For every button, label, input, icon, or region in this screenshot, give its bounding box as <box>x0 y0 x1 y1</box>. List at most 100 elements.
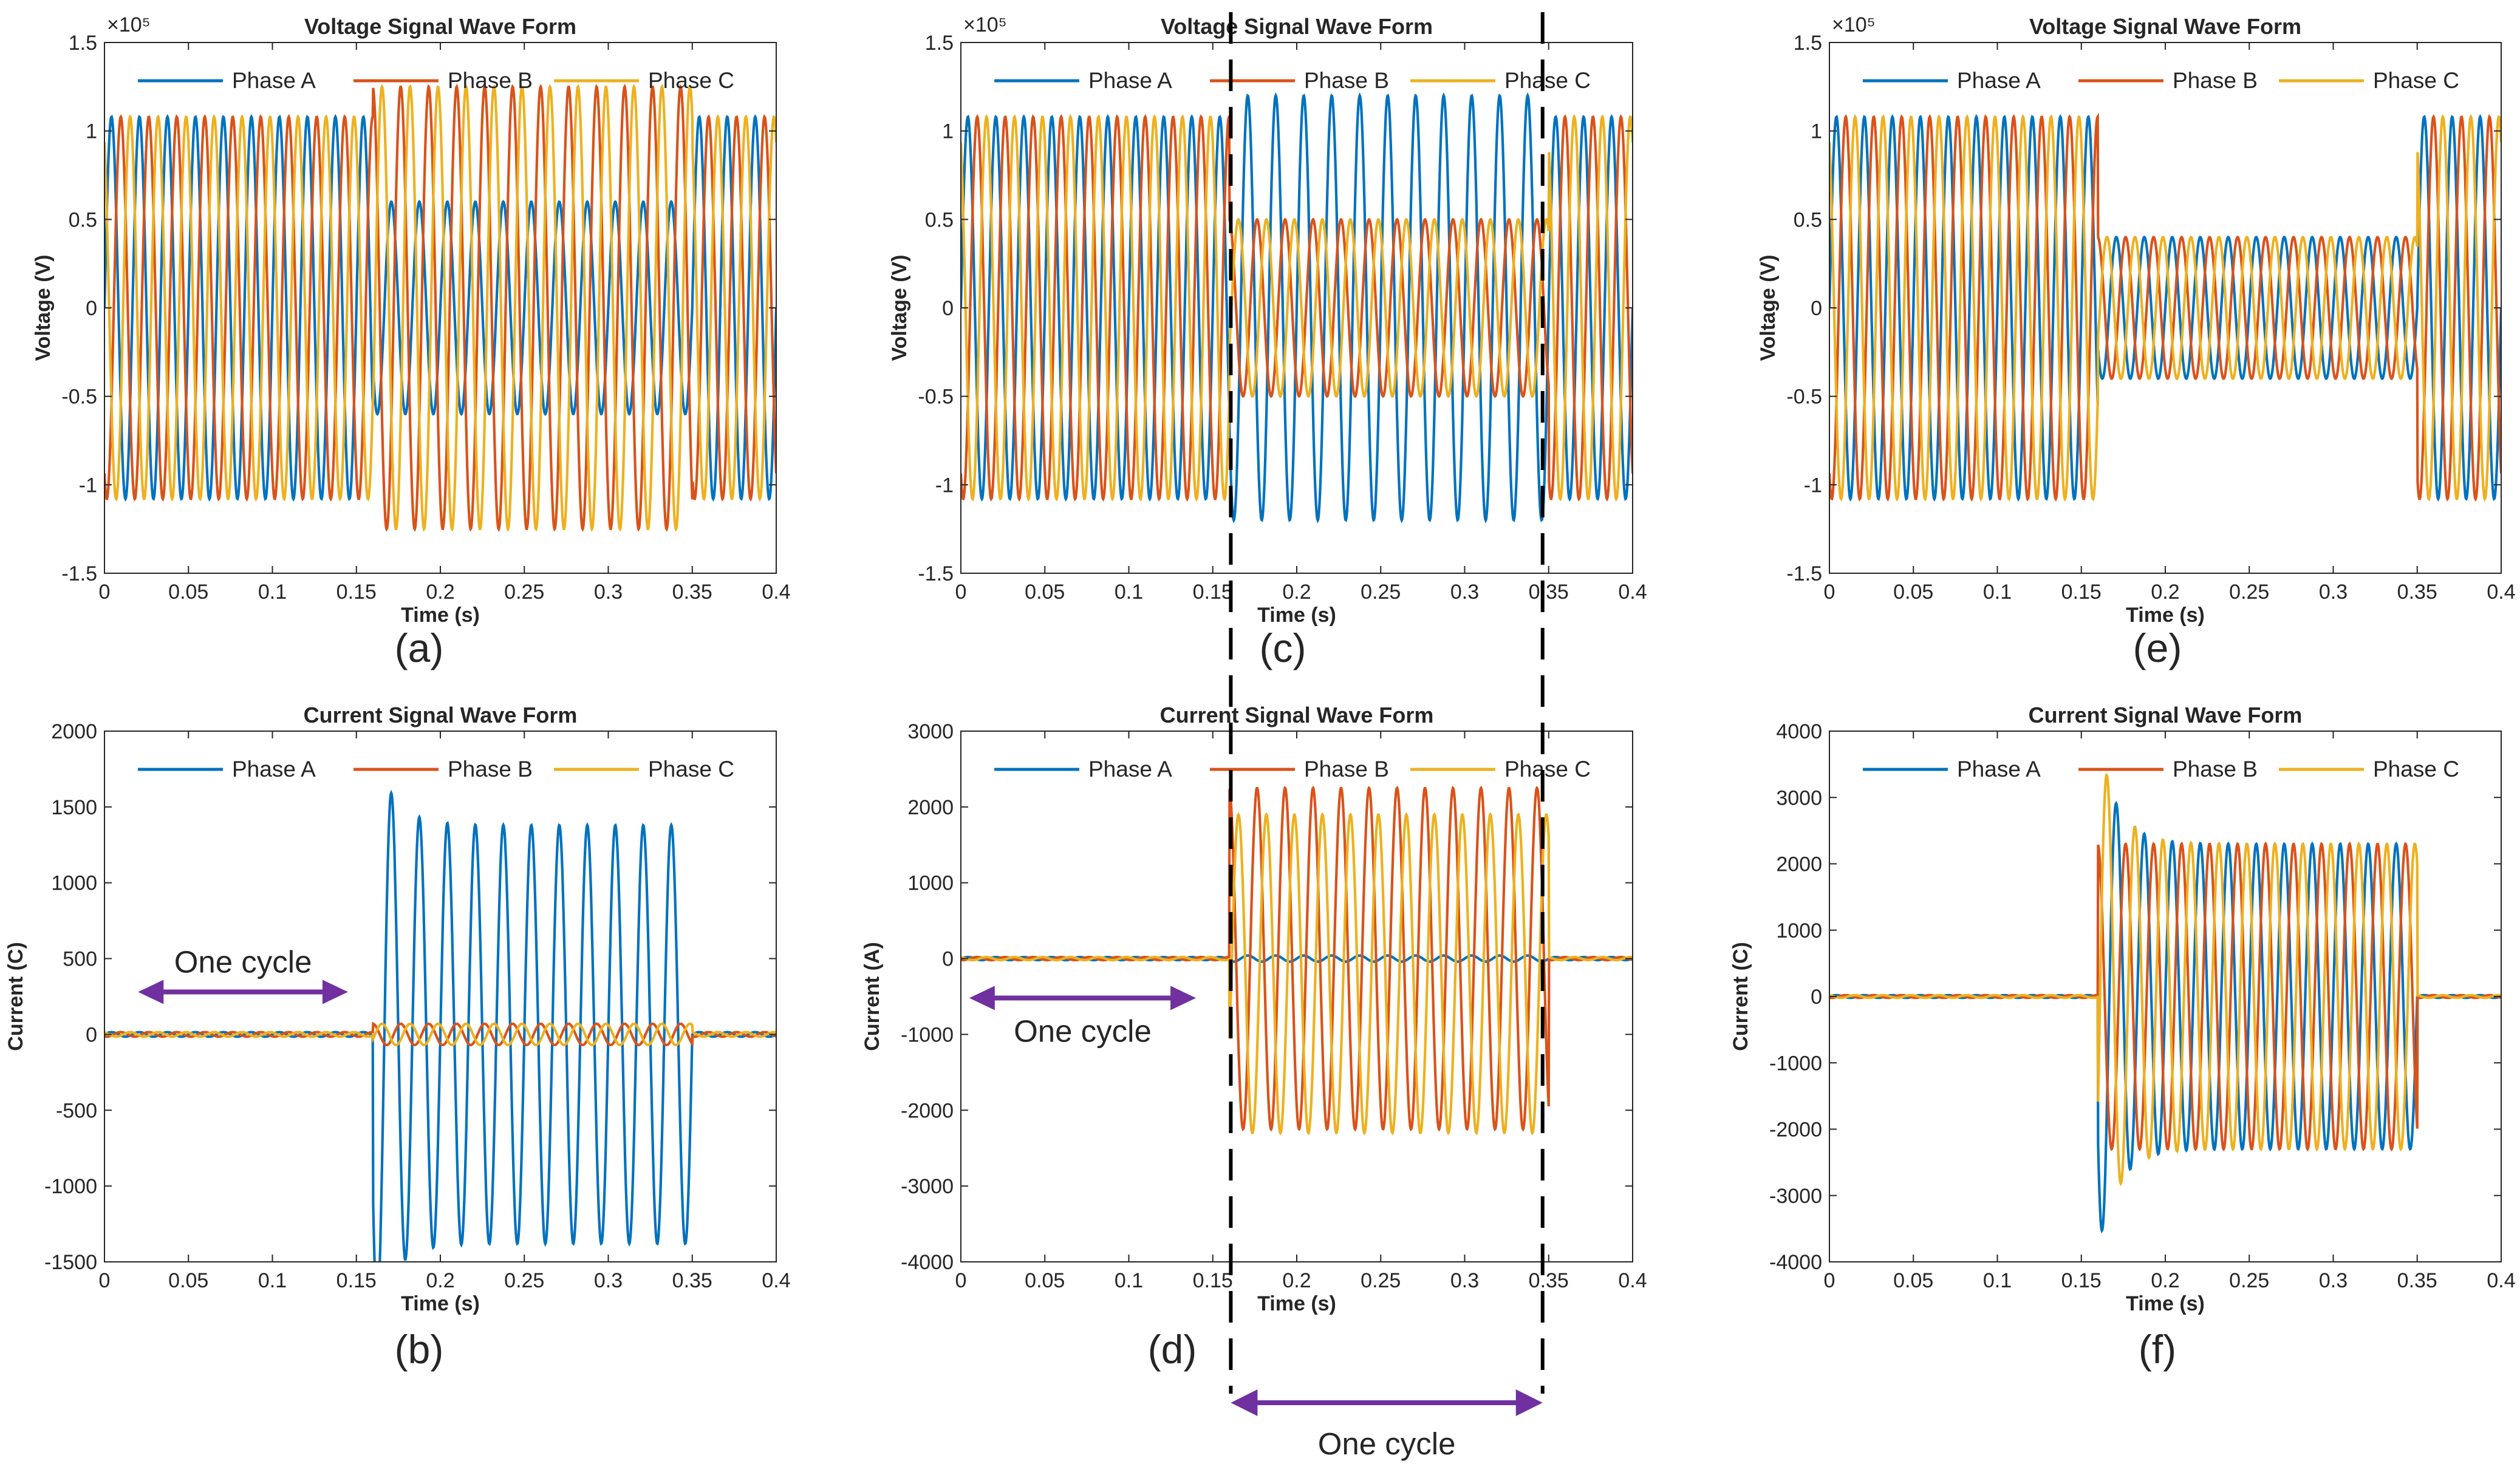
panel-caption-d: (d) <box>1148 1327 1197 1372</box>
x-tick-label: 0.15 <box>2061 1269 2102 1292</box>
y-tick-label: -1.5 <box>61 562 97 585</box>
series-line-phase-c <box>1829 114 2501 502</box>
x-tick-label: 0 <box>955 581 967 604</box>
x-tick-label: 0.05 <box>1025 1269 1065 1292</box>
x-tick-label: 0.35 <box>2397 581 2437 604</box>
x-tick-label: 0.2 <box>1282 581 1311 604</box>
x-tick-label: 0 <box>955 1269 967 1292</box>
arrow-head-right <box>1170 986 1197 1010</box>
x-tick-label: 0.1 <box>1983 581 2012 604</box>
y-tick-label: -0.5 <box>1786 386 1822 409</box>
y-tick-label: 0.5 <box>925 208 954 231</box>
y-tick-label: -500 <box>56 1099 97 1122</box>
chart-title: Current Signal Wave Form <box>1160 703 1434 727</box>
x-tick-label: 0.4 <box>762 581 790 604</box>
legend-label: Phase C <box>648 757 734 782</box>
y-tick-label: 0.5 <box>1794 208 1822 231</box>
series-line-phase-b <box>961 112 1633 502</box>
y-tick-label: 1 <box>1811 120 1822 143</box>
y-tick-label: -1500 <box>44 1251 97 1274</box>
x-tick-label: 0.15 <box>336 581 377 604</box>
x-tick-label: 0.2 <box>1282 1269 1311 1292</box>
x-tick-label: 0.15 <box>336 1269 377 1292</box>
x-tick-label: 0.2 <box>2151 1269 2179 1292</box>
x-tick-label: 0.25 <box>504 581 544 604</box>
x-tick-label: 0.1 <box>1115 1269 1143 1292</box>
y-tick-label: -0.5 <box>918 386 954 409</box>
y-tick-label: 4000 <box>1776 720 1822 743</box>
x-tick-label: 0.3 <box>2319 1269 2348 1292</box>
chart-title: Voltage Signal Wave Form <box>1161 14 1433 39</box>
y-tick-label: 1 <box>86 120 97 143</box>
y-axis-label: Voltage (V) <box>32 254 55 361</box>
y-tick-label: -4000 <box>1769 1251 1822 1274</box>
x-tick-label: 0.15 <box>1193 581 1233 604</box>
panel-caption-f: (f) <box>2139 1327 2176 1372</box>
y-tick-label: 0 <box>86 297 97 320</box>
legend-label: Phase A <box>1957 757 2041 782</box>
x-tick-label: 0.4 <box>1618 581 1647 604</box>
y-tick-label: 0 <box>942 297 954 320</box>
x-tick-label: 0.25 <box>2229 581 2269 604</box>
x-axis-label: Time (s) <box>401 604 480 627</box>
series-line-phase-b <box>104 1021 776 1047</box>
legend-label: Phase A <box>1957 68 2041 93</box>
y-tick-label: 1000 <box>1776 919 1822 942</box>
legend-label: Phase C <box>648 68 734 93</box>
series-line-phase-b <box>104 83 776 533</box>
y-tick-label: 3000 <box>1776 786 1822 809</box>
y-tick-label: 1.5 <box>1794 32 1822 55</box>
y-axis-label: Current (C) <box>4 942 27 1051</box>
x-tick-label: 0 <box>99 581 111 604</box>
y-tick-label: -2000 <box>901 1099 954 1122</box>
chart-panel-f: 0 0.05 0.1 0.15 0.2 0.25 0.3 0.35 0.4 -4000 -3000 -… <box>1729 703 2516 1315</box>
y-tick-label: 1500 <box>51 796 97 819</box>
chart-title: Current Signal Wave Form <box>304 703 578 727</box>
legend-label: Phase B <box>1304 757 1389 782</box>
x-tick-label: 0.05 <box>1893 1269 1933 1292</box>
series-line-phase-a <box>1829 114 2501 502</box>
legend-label: Phase A <box>232 68 316 93</box>
y-tick-label: -1000 <box>901 1023 954 1046</box>
legend-label: Phase B <box>2173 68 2258 93</box>
x-tick-label: 0.4 <box>2487 1269 2515 1292</box>
chart-panel-a: 0 0.05 0.1 0.15 0.2 0.25 0.3 0.35 0.4 -1.5 -1 -0.5 0… <box>32 13 791 627</box>
y-tick-label: -3000 <box>901 1175 954 1198</box>
y-tick-label: 2000 <box>907 796 954 819</box>
y-axis-label: Current (C) <box>1729 942 1752 1051</box>
y-tick-label: 500 <box>63 948 97 971</box>
series-line-phase-a <box>104 789 776 1262</box>
y-axis-label: Voltage (V) <box>888 254 911 361</box>
x-tick-label: 0.35 <box>672 1269 712 1292</box>
series-line-phase-a <box>961 92 1633 523</box>
legend-label: Phase B <box>448 757 533 782</box>
y-tick-label: -1 <box>935 474 954 497</box>
y-exponent-label: ×10⁵ <box>963 13 1007 36</box>
chart-title: Voltage Signal Wave Form <box>304 14 576 39</box>
x-tick-label: 0.1 <box>1115 581 1143 604</box>
x-axis-label: Time (s) <box>1257 604 1336 627</box>
y-tick-label: 2000 <box>1776 853 1822 876</box>
x-tick-label: 0.35 <box>2397 1269 2437 1292</box>
series-line-phase-b <box>1829 112 2501 502</box>
y-tick-label: 2000 <box>51 720 97 743</box>
y-exponent-label: ×10⁵ <box>1832 13 1876 36</box>
y-tick-label: -3000 <box>1769 1185 1822 1208</box>
series-line-phase-c <box>104 1022 776 1047</box>
x-tick-label: 0 <box>99 1269 111 1292</box>
x-tick-label: 0.2 <box>426 1269 454 1292</box>
x-tick-label: 0.25 <box>2229 1269 2269 1292</box>
y-tick-label: -4000 <box>901 1251 954 1274</box>
panel-caption-e: (e) <box>2133 625 2182 670</box>
x-tick-label: 0.25 <box>504 1269 544 1292</box>
series-line-phase-c <box>104 83 776 533</box>
arrow-head-right <box>1515 1389 1543 1416</box>
chart-panel-d: 0 0.05 0.1 0.15 0.2 0.25 0.3 0.35 0.4 -4000 -3000 -… <box>861 703 1647 1315</box>
y-tick-label: -1.5 <box>1786 562 1822 585</box>
y-tick-label: 0 <box>942 948 954 971</box>
y-axis-label: Current (A) <box>861 942 884 1051</box>
y-tick-label: 0 <box>86 1023 97 1046</box>
y-tick-label: 0 <box>1811 297 1822 320</box>
x-tick-label: 0.05 <box>1893 581 1933 604</box>
series-line-phase-c <box>961 114 1633 502</box>
